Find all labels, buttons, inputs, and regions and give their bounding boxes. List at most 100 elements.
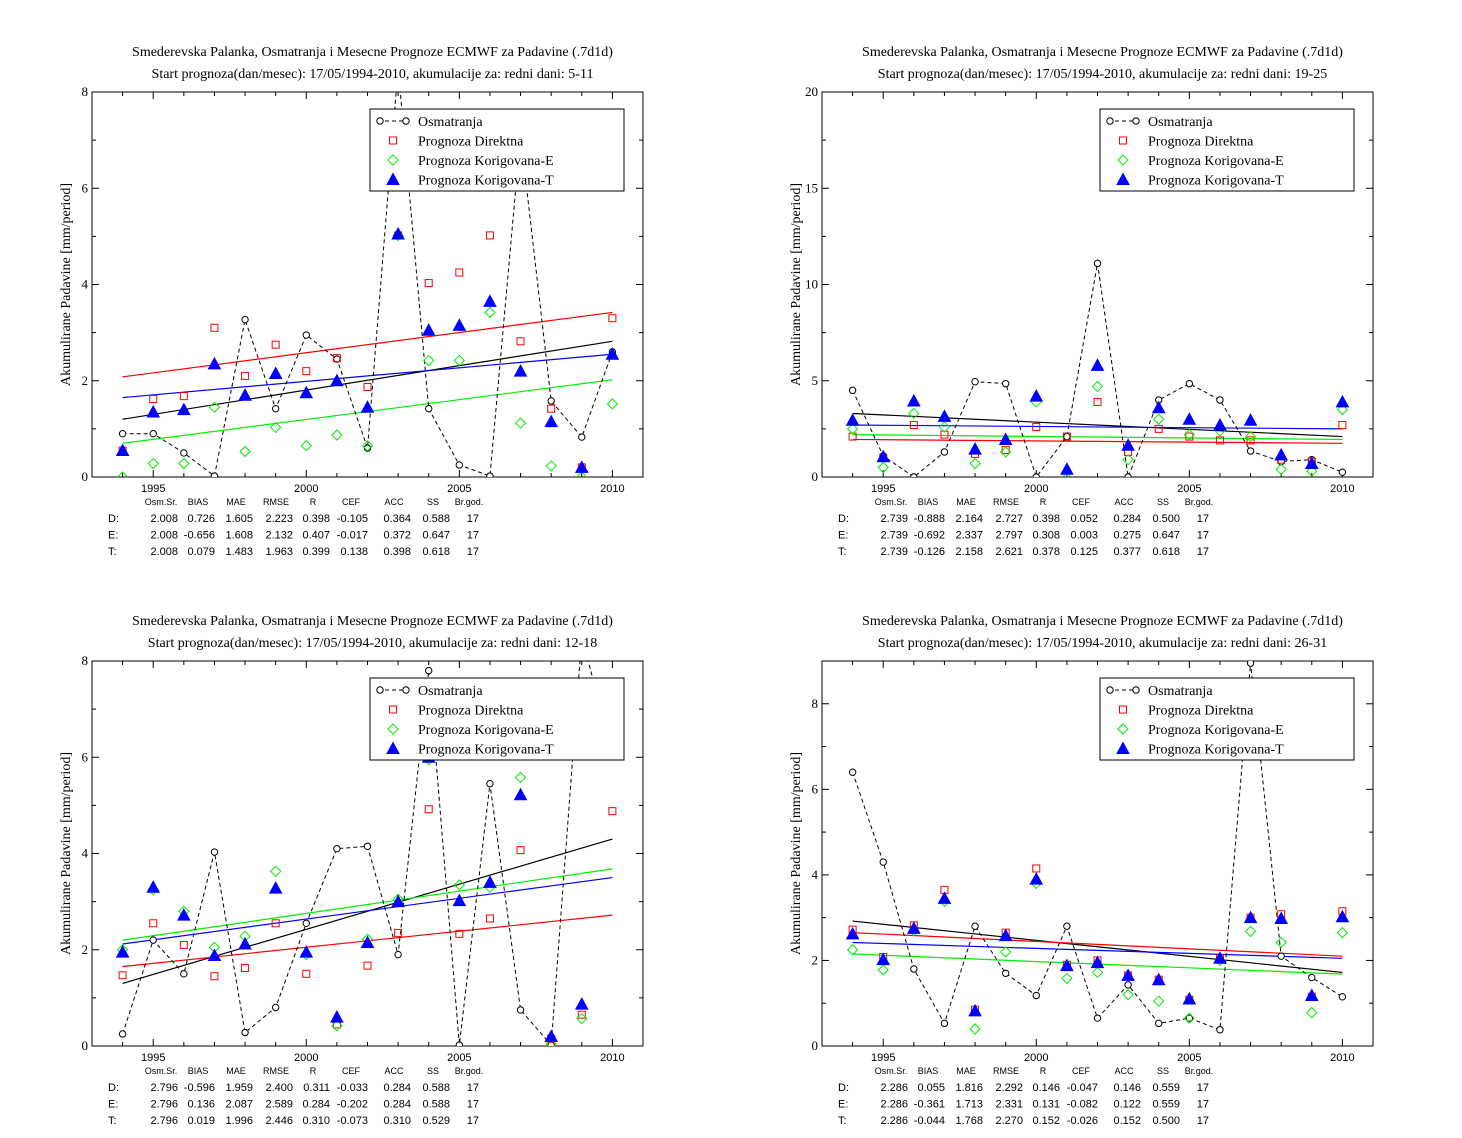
data-point-corr_t — [330, 373, 344, 387]
data-point-direct — [608, 314, 617, 323]
stats-header: R — [1040, 497, 1047, 507]
x-tick-label: 2000 — [1024, 483, 1048, 495]
data-point-direct — [179, 940, 188, 949]
data-point-corr_t — [1182, 412, 1197, 425]
stats-value: -0.596 — [184, 1082, 215, 1094]
stats-header: BIAS — [188, 497, 209, 507]
legend-label: Prognoza Korigovana-T — [418, 743, 554, 758]
stats-value: -0.026 — [1067, 1115, 1098, 1127]
stats-value: 0.003 — [1070, 530, 1098, 542]
stats-value: 1.605 — [225, 513, 253, 525]
stats-value: -0.105 — [337, 513, 368, 525]
data-point-corr_t — [268, 366, 283, 380]
stats-value: 0.364 — [383, 513, 411, 525]
data-point-corr_t — [574, 997, 589, 1010]
stats-value: 2.400 — [265, 1082, 293, 1094]
data-point-obs — [455, 461, 464, 469]
stats-value: 1.996 — [225, 1115, 253, 1127]
data-point-corr_t — [605, 347, 620, 360]
data-point-direct — [577, 1010, 586, 1019]
data-point-obs — [394, 950, 402, 959]
stats-value: 17 — [1197, 546, 1209, 558]
data-point-corr_t — [998, 432, 1013, 445]
stats-row-label: E: — [838, 1099, 848, 1111]
data-point-corr_e — [877, 461, 889, 474]
x-tick-label: 2010 — [600, 483, 624, 495]
legend-item-direct: Prognoza Direktna — [1119, 704, 1254, 719]
data-point-direct — [210, 323, 219, 332]
data-point-obs — [210, 472, 219, 477]
stats-value: 2.796 — [150, 1082, 178, 1094]
chart-legend: Osmatranja Prognoza Direktna Prognoza Kori… — [1099, 108, 1355, 192]
legend-item-corr_e: Prognoza Korigovana-E — [387, 154, 554, 169]
stats-header: SS — [427, 497, 439, 507]
data-point-corr_t — [176, 402, 191, 416]
stats-value: 1.768 — [955, 1115, 983, 1127]
data-point-obs — [940, 1019, 949, 1028]
stats-value: 0.125 — [1070, 546, 1098, 558]
data-point-corr_t — [1213, 417, 1227, 431]
data-point-obs — [971, 922, 979, 930]
trendline-corr_t — [122, 353, 613, 399]
stats-value: 0.146 — [1113, 1082, 1141, 1094]
stats-value: 0.122 — [1113, 1099, 1141, 1111]
stats-value: 0.308 — [1032, 530, 1060, 542]
legend-label: Prognoza Direktna — [1148, 704, 1254, 719]
stats-header: Osm.Sr. — [145, 497, 178, 507]
data-point-corr_e — [606, 398, 619, 410]
data-point-obs — [486, 472, 494, 477]
data-point-corr_e — [1091, 380, 1104, 393]
legend-marker — [1116, 741, 1130, 754]
y-tick-label: 0 — [812, 1038, 819, 1053]
data-point-corr_t — [906, 393, 921, 407]
y-tick-label: 0 — [82, 1038, 89, 1053]
data-point-corr_t — [1243, 910, 1258, 924]
chart-title: Smederevska Palanka, Osmatranja i Mesecn… — [132, 614, 613, 629]
chart-panel-1: Smederevska Palanka, Osmatranja i Mesecn… — [59, 45, 644, 558]
data-point-obs — [910, 965, 918, 973]
data-point-corr_t — [1151, 972, 1166, 986]
stats-value: 1.608 — [225, 530, 253, 542]
stats-value: 2.270 — [995, 1115, 1023, 1127]
y-axis-label: Akumulirane Padavine [mm/period] — [59, 752, 74, 955]
trendline-corr_t — [122, 876, 613, 945]
stats-value: 1.963 — [265, 546, 293, 558]
data-point-corr_t — [1121, 968, 1135, 981]
data-point-corr_t — [513, 787, 528, 801]
data-point-corr_t — [1182, 991, 1197, 1005]
x-tick-label: 2010 — [1330, 483, 1354, 495]
data-point-direct — [302, 969, 311, 978]
data-point-obs — [1093, 1014, 1102, 1022]
chart-legend: Osmatranja Prognoza Direktna Prognoza Kori… — [369, 108, 625, 192]
data-point-corr_t — [115, 443, 130, 457]
stats-value: 0.647 — [422, 530, 450, 542]
data-point-obs — [1185, 1014, 1194, 1022]
data-point-obs — [118, 429, 127, 438]
stats-value: 17 — [1197, 1115, 1209, 1127]
data-point-obs — [149, 936, 157, 944]
chart-subtitle: Start prognoza(dan/mesec): 17/05/1994-20… — [878, 636, 1327, 651]
y-tick-label: 4 — [82, 846, 89, 861]
data-point-corr_e — [877, 964, 889, 976]
legend-label: Prognoza Korigovana-E — [1148, 723, 1284, 738]
stats-value: 0.284 — [1113, 513, 1141, 525]
data-point-corr_e — [1336, 403, 1349, 416]
stats-row-label: T: — [108, 1115, 117, 1127]
stats-row-label: T: — [838, 546, 847, 558]
data-point-corr_e — [453, 354, 466, 367]
trendline-direct — [852, 438, 1343, 444]
data-point-corr_e — [269, 421, 282, 434]
data-point-obs — [333, 844, 341, 853]
stats-value: -0.082 — [1067, 1099, 1098, 1111]
x-tick-label: 1995 — [141, 1052, 165, 1064]
data-point-corr_t — [937, 891, 952, 904]
legend-marker — [389, 705, 397, 714]
data-point-corr_e — [1306, 465, 1318, 477]
stats-header: SS — [427, 1066, 439, 1076]
data-point-corr_e — [1306, 1006, 1318, 1019]
stats-header: RMSE — [993, 497, 1019, 507]
data-point-corr_t — [1090, 955, 1105, 969]
stats-header: ACC — [384, 497, 404, 507]
data-point-obs — [547, 1041, 555, 1046]
data-point-corr_t — [238, 936, 252, 950]
